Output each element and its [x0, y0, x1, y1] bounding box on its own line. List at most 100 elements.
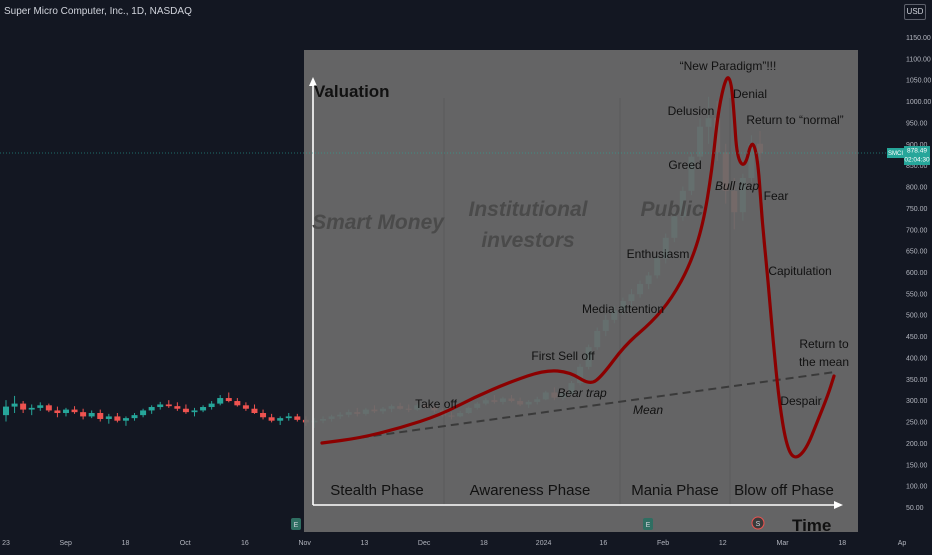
- x-tick-label: Feb: [657, 540, 669, 547]
- ann-media-attention: Media attention: [582, 302, 664, 316]
- svg-text:E: E: [646, 522, 651, 529]
- ann-bull-trap: Bull trap: [715, 179, 759, 193]
- time-axis-bottom[interactable]: 23 Sep 18 Oct 16 Nov 13 Dec 18 2024 16 Feb 12 Mar 18 Ap: [2, 540, 906, 547]
- y-tick-label: 900.00: [906, 142, 928, 149]
- x-tick-label: 18: [838, 540, 846, 547]
- ann-first-sell-off: First Sell off: [531, 349, 595, 363]
- ann-return-to-normal: Return to “normal”: [746, 113, 843, 127]
- group-public: Public: [640, 198, 703, 221]
- price-tag-symbol-bg: [887, 148, 904, 159]
- group-institutional: Institutional: [469, 198, 589, 221]
- price-axis[interactable]: 1150.00 1100.00 1050.00 1000.00 950.00 900.00…: [888, 0, 932, 550]
- candle-body: [45, 405, 52, 411]
- candle-body: [268, 417, 275, 421]
- y-tick-label: 1050.00: [906, 78, 931, 85]
- candle-body: [88, 413, 95, 417]
- candle-body: [285, 416, 292, 419]
- candle-body: [62, 409, 69, 413]
- x-tick-label: 16: [599, 540, 607, 547]
- candle-body: [105, 416, 112, 419]
- phase-stealth: Stealth Phase: [330, 482, 423, 499]
- y-tick-label: 500.00: [906, 313, 928, 320]
- phase-blowoff: Blow off Phase: [734, 482, 834, 499]
- x-tick-label: Nov: [298, 540, 311, 547]
- candle-body: [114, 416, 121, 421]
- candle-body: [54, 410, 61, 413]
- candle-body: [182, 408, 189, 413]
- price-tag-timer: 02:04:30: [904, 157, 930, 164]
- svg-text:S: S: [756, 521, 761, 528]
- x-tick-label: 18: [122, 540, 130, 547]
- bubble-overlay: Valuation Time Smart Money Institutional…: [304, 50, 858, 535]
- y-tick-label: 750.00: [906, 206, 928, 213]
- ann-greed: Greed: [668, 158, 701, 172]
- ann-despair: Despair: [780, 394, 821, 408]
- currency-button[interactable]: USD: [904, 4, 926, 20]
- candle-body: [174, 406, 181, 409]
- phase-awareness: Awareness Phase: [470, 482, 591, 499]
- candle-body: [140, 410, 147, 416]
- candle-body: [225, 398, 232, 402]
- y-arrow-icon: [309, 77, 317, 86]
- candle-body: [20, 403, 27, 410]
- price-tag-symbol: SMCI: [888, 151, 903, 157]
- candle-body: [191, 410, 198, 413]
- x-tick-label: Mar: [777, 540, 790, 547]
- y-tick-label: 550.00: [906, 291, 928, 298]
- candle-body: [71, 409, 78, 413]
- candle-body: [217, 398, 224, 404]
- ann-new-paradigm: “New Paradigm”!!!: [680, 59, 777, 73]
- x-tick-label: 18: [480, 540, 488, 547]
- chart-title: Super Micro Computer, Inc., 1D, NASDAQ: [4, 6, 192, 17]
- price-tag-bg: [904, 146, 930, 166]
- ann-return-to: Return to: [799, 337, 849, 351]
- y-tick-label: 150.00: [906, 462, 928, 469]
- y-tick-label: 1000.00: [906, 99, 931, 106]
- y-tick-label: 1100.00: [906, 56, 931, 63]
- x-tick-label: 2024: [536, 540, 552, 547]
- mean-line: [321, 371, 836, 444]
- group-investors: investors: [481, 229, 574, 252]
- candle-body: [277, 418, 284, 421]
- x-tick-label: 23: [2, 540, 10, 547]
- candle-body: [3, 406, 9, 416]
- y-tick-label: 50.00: [906, 505, 924, 512]
- ann-take-off: Take off: [415, 397, 457, 411]
- candle-body: [148, 407, 155, 411]
- y-tick-label: 350.00: [906, 377, 928, 384]
- x-tick-label: 13: [361, 540, 369, 547]
- candle-body: [11, 403, 18, 407]
- candle-body: [80, 412, 87, 417]
- candle-body: [208, 403, 215, 408]
- candle-body: [251, 408, 258, 413]
- ann-enthusiasm: Enthusiasm: [627, 247, 690, 261]
- candle-body: [200, 407, 207, 411]
- candle-body: [294, 416, 301, 420]
- split-event-icon[interactable]: S: [751, 516, 765, 530]
- x-tick-label: Sep: [59, 540, 72, 547]
- y-tick-label: 800.00: [906, 185, 928, 192]
- x-tick-label: Oct: [180, 540, 191, 547]
- y-tick-label: 400.00: [906, 355, 928, 362]
- event-flag-icon[interactable]: E: [643, 518, 653, 530]
- ann-mean: Mean: [633, 403, 663, 417]
- y-tick-label: 300.00: [906, 398, 928, 405]
- y-tick-label: 600.00: [906, 270, 928, 277]
- x-tick-label: Dec: [418, 540, 431, 547]
- overlay-panel: [304, 50, 858, 532]
- x-tick-label: 16: [241, 540, 249, 547]
- x-tick-label: Ap: [898, 540, 907, 547]
- y-tick-label: 450.00: [906, 334, 928, 341]
- event-flag-icon[interactable]: E: [291, 518, 301, 530]
- ann-capitulation: Capitulation: [768, 264, 831, 278]
- valuation-label: Valuation: [314, 82, 390, 101]
- candle-body: [28, 407, 35, 410]
- candle-body: [131, 415, 138, 419]
- candle-body: [97, 413, 104, 419]
- y-tick-label: 700.00: [906, 227, 928, 234]
- x-arrow-icon: [834, 501, 843, 509]
- price-tag-price: 878.49: [907, 148, 927, 155]
- bubble-curve: [320, 76, 836, 459]
